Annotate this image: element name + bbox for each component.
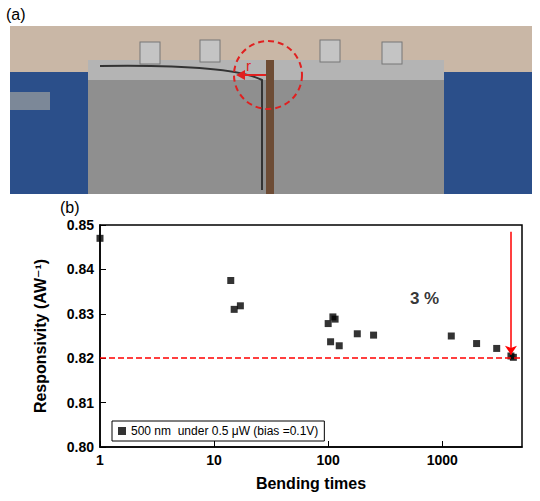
- svg-text:r: r: [246, 57, 251, 74]
- svg-text:3 %: 3 %: [410, 289, 439, 308]
- svg-text:0.85: 0.85: [67, 217, 94, 233]
- svg-text:(a): (a): [6, 6, 26, 23]
- svg-text:0.84: 0.84: [67, 261, 94, 277]
- svg-text:0.82: 0.82: [67, 350, 94, 366]
- svg-text:0.83: 0.83: [67, 306, 94, 322]
- svg-text:Responsivity (AW⁻¹): Responsivity (AW⁻¹): [32, 259, 49, 413]
- svg-text:0.81: 0.81: [67, 395, 94, 411]
- svg-text:1: 1: [96, 452, 104, 468]
- svg-text:(b): (b): [60, 199, 80, 216]
- svg-text:500 nm under 0.5 μW (bias =0.: 500 nm under 0.5 μW (bias =0.1V): [131, 424, 318, 438]
- svg-text:10: 10: [206, 452, 222, 468]
- svg-text:Bending times: Bending times: [256, 475, 366, 492]
- svg-text:1000: 1000: [427, 452, 458, 468]
- svg-text:100: 100: [316, 452, 340, 468]
- svg-text:0.80: 0.80: [67, 439, 94, 455]
